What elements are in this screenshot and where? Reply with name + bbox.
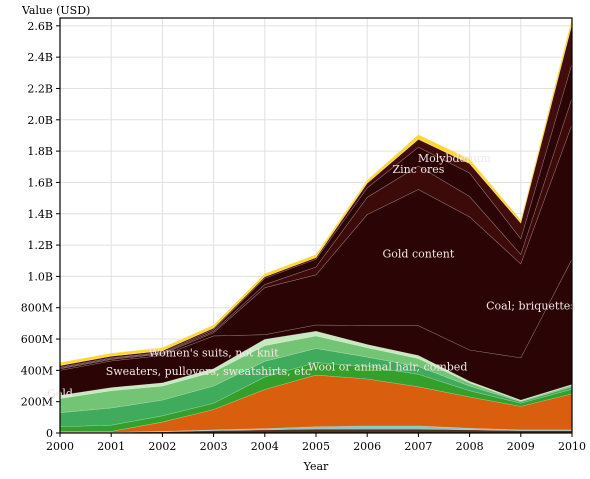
y-tick-label: 2.0B (27, 114, 53, 127)
area-series-12 (60, 18, 572, 366)
area-series-group (60, 18, 572, 433)
x-tick-label: 2001 (97, 440, 125, 453)
area-label-gold-content: Gold content (383, 248, 455, 261)
area-series-11 (60, 24, 572, 368)
x-axis: 2000 2001 2002 2003 2004 2005 2006 2007 2008 2009… (46, 433, 586, 453)
x-tick-label: 2003 (200, 440, 228, 453)
x-tick-label: 2008 (456, 440, 484, 453)
x-tick-label: 2010 (558, 440, 586, 453)
x-tick-label: 2009 (507, 440, 535, 453)
area-label-zinc-ores: Zinc ores (392, 163, 444, 176)
y-tick-label: 600M (21, 333, 53, 346)
y-axis-title: Value (USD) (21, 4, 90, 17)
x-tick-label: 2005 (302, 440, 330, 453)
area-coal-briquettes (60, 259, 572, 401)
x-tick-label: 2007 (404, 440, 432, 453)
x-tick-label: 2000 (46, 440, 74, 453)
x-tick-label: 2006 (353, 440, 381, 453)
area-zinc-ores (60, 97, 572, 370)
y-tick-label: 1.2B (27, 239, 53, 252)
area-label-coal-briquettes: Coal; briquettes (486, 299, 576, 312)
y-tick-label: 200M (21, 396, 53, 409)
y-tick-label: 2.6B (27, 20, 53, 33)
x-axis-title: Year (303, 460, 329, 473)
area-label-women-s-suits-not-knit: Women's suits, not knit (149, 346, 280, 359)
area-label-sweaters-pullovers-sweatshirts-etc: Sweaters, pullovers, sweatshirts, etc (106, 365, 311, 378)
y-tick-label: 800M (21, 302, 53, 315)
y-tick-label: 400M (21, 364, 53, 377)
area-gold-content (60, 124, 572, 371)
y-tick-label: 0 (46, 427, 53, 440)
area-gold (60, 374, 572, 433)
y-tick-label: 1.0B (27, 270, 53, 283)
y-tick-label: 1.6B (27, 176, 53, 189)
y-tick-label: 1.4B (27, 208, 53, 221)
y-tick-label: 2.2B (27, 82, 53, 95)
y-axis: 0 200M 400M 600M 800M 1.0B 1.2B 1.4B 1.6B 1.8B 2.0… (21, 20, 60, 440)
area-sweaters-pullovers-sweatshirts-etc (60, 348, 572, 428)
area-label-wool-or-animal-hair-combed: Wool or animal hair, combed (308, 360, 467, 373)
x-tick-label: 2004 (251, 440, 279, 453)
y-tick-label: 1.8B (27, 145, 53, 158)
area-label-molybdenum: Molybdenum (418, 152, 491, 165)
y-tick-label: 2.4B (27, 51, 53, 64)
area-series-0 (60, 428, 572, 433)
x-tick-label: 2002 (148, 440, 176, 453)
